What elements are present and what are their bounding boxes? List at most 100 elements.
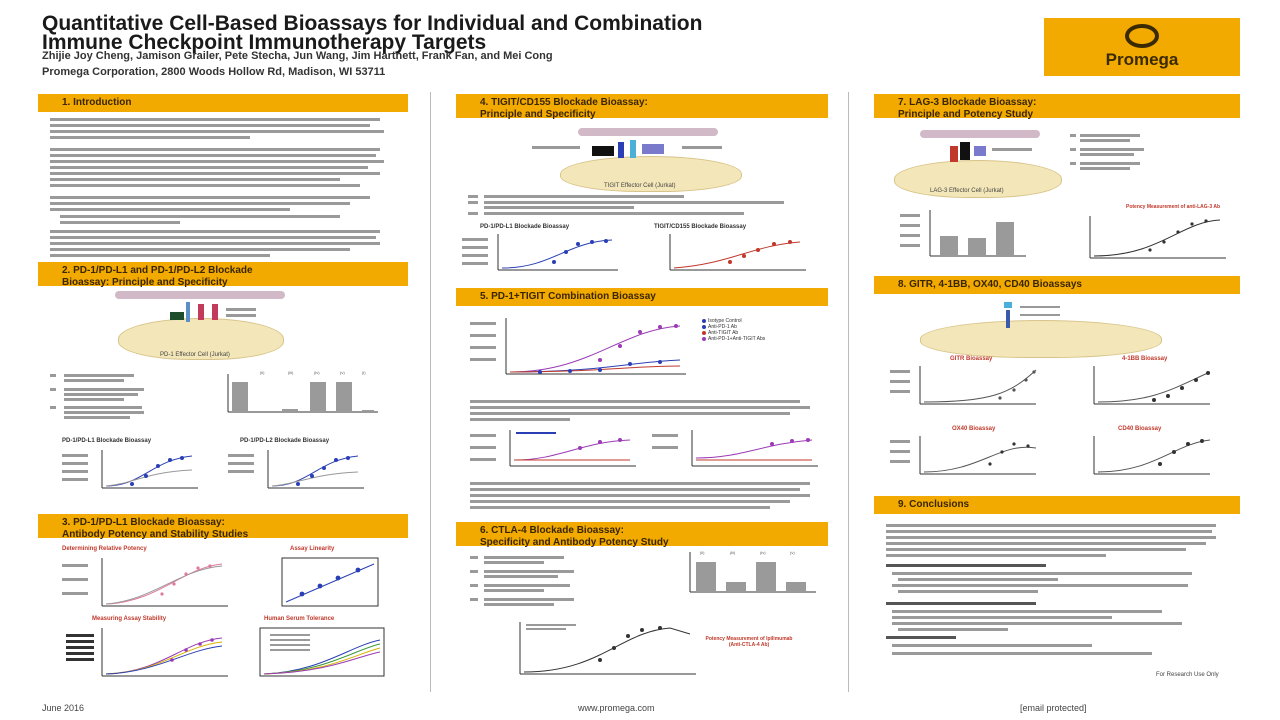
footer-date: June 2016 [42,703,85,713]
section-title-line-2: Principle and Specificity [480,109,596,120]
text-lines [50,118,384,257]
title-line-2: Immune Checkpoint Immunotherapy Targets [42,31,487,54]
footer-email[interactable]: [email protected] [1020,703,1087,713]
combination-bioassay-plot [470,318,686,375]
svg-text:(iii): (iii) [288,370,294,375]
affiliation: Promega Corporation, 2800 Woods Hollow R… [42,66,386,78]
pd1-specificity-bar-chart: (ii) (iii) (iv) (v) (i) [227,370,378,413]
section-title-line-2: Specificity and Antibody Potency Study [480,537,669,548]
section-title-line-2: Principle and Potency Study [898,109,1034,120]
plot-title-ctla4-potency: Potency Measurement of Ipilimumab (Anti-… [705,636,793,648]
antigen-cell-membrane [578,128,718,136]
svg-text:(iv): (iv) [760,550,766,555]
plot-title-gitr: GITR Bioassay [950,356,993,362]
svg-text:(i): (i) [362,370,366,375]
section-title-line-2: Bioassay: Principle and Specificity [62,277,228,288]
tigit-cell-label: TIGIT Effector Cell (Jurkat) [604,183,676,189]
lag3-effector-cell [894,160,1062,198]
section-title-line-1: 3. PD-1/PD-L1 Blockade Bioassay: [62,517,225,528]
combination-plot-2 [470,430,636,467]
plot-title-tigit-pd1: PD-1/PD-L1 Blockade Bioassay [480,224,570,230]
section-title: 9. Conclusions [898,499,970,510]
plot-title-relative-potency: Determining Relative Potency [62,546,147,552]
plot-title-pd1-pdl1: PD-1/PD-L1 Blockade Bioassay [62,438,152,444]
antigen-cell-membrane [920,130,1040,138]
antigen-cell-membrane [115,291,285,299]
promega-logo: Promega [1044,18,1240,76]
conclusions-text [886,524,1216,655]
ctla4-potency-plot [519,622,696,675]
footer-website[interactable]: www.promega.com [578,703,655,713]
tnfr-receptor-diagram [1004,302,1060,328]
section-header-tigit: 4. TIGIT/CD155 Blockade Bioassay: Princi… [456,94,828,120]
section-title: 5. PD-1+TIGIT Combination Bioassay [480,291,656,302]
section-title-line-1: 2. PD-1/PD-L1 and PD-1/PD-L2 Blockade [62,265,253,276]
research-use-note: For Research Use Only [1156,672,1219,678]
pd1-pdl1-dose-response-plot [62,450,198,489]
logo-text: Promega [1105,50,1179,69]
lag3-bar-chart [900,210,1026,257]
plot-title-serum-tolerance: Human Serum Tolerance [264,616,335,622]
section-header-introduction: 1. Introduction [38,94,408,112]
tigit-effector-cell [560,156,742,192]
section-header-pd1-pdl1: 2. PD-1/PD-L1 and PD-1/PD-L2 Blockade Bi… [38,262,408,288]
gitr-plot [890,366,1037,405]
combination-text-2 [470,482,810,509]
promega-logo-icon [1125,24,1159,48]
title-line-1: Quantitative Cell-Based Bioassays for In… [42,12,703,35]
svg-text:(v): (v) [340,370,345,375]
section-title: 1. Introduction [62,97,132,108]
combination-text [470,400,810,421]
ctla4-specificity-bar-chart: (ii) (iii) (iv) (v) [689,550,816,593]
relative-potency-plot [62,558,228,607]
svg-text:(ii): (ii) [700,550,705,555]
receptor-diagram [170,302,256,322]
tnfr-effector-cell [920,320,1162,358]
assay-stability-plot [66,628,228,677]
section-title-line-1: 4. TIGIT/CD155 Blockade Bioassay: [480,97,648,108]
plot-title-cd40: CD40 Bioassay [1118,426,1162,432]
section-header-conclusions: 9. Conclusions [874,496,1240,514]
legend-item: Anti-PD-1+Anti-TIGIT Abs [702,336,765,342]
lag3-receptor-diagram [950,142,1032,162]
legend-text-lines [50,374,144,419]
poster-title: Quantitative Cell-Based Bioassays for In… [42,12,1022,54]
svg-text:(iv): (iv) [314,370,320,375]
plot-title-assay-stability: Measuring Assay Stability [92,616,167,622]
svg-text:(ii): (ii) [260,370,265,375]
ox40-plot [890,436,1037,475]
plot-title-pd1-pdl2: PD-1/PD-L2 Blockade Bioassay [240,438,330,444]
section-header-pd1-potency: 3. PD-1/PD-L1 Blockade Bioassay: Antibod… [38,514,408,540]
svg-text:(iii): (iii) [730,550,736,555]
svg-text:(v): (v) [790,550,795,555]
column-divider [848,92,849,692]
plot-title-assay-linearity: Assay Linearity [290,546,335,552]
combination-legend: Isotype Control Anti-PD-1 Ab Anti-TIGIT … [702,318,765,342]
section-title-line-1: 6. CTLA-4 Blockade Bioassay: [480,525,624,536]
serum-tolerance-plot [259,627,385,677]
tigit-cd155-plot [669,234,806,271]
tigit-legend-text [468,195,784,215]
legend-item: Anti-PD-1 Ab [702,324,765,330]
combination-plot-3 [652,430,818,467]
plot-title-ox40: OX40 Bioassay [952,426,996,432]
plot-title-tigit-cd155: TIGIT/CD155 Blockade Bioassay [654,224,747,230]
authors: Zhijie Joy Cheng, Jamison Grailer, Pete … [42,50,553,62]
section-title: 8. GITR, 4-1BB, OX40, CD40 Bioassays [898,279,1082,290]
lag3-cell-label: LAG-3 Effector Cell (Jurkat) [930,188,1004,194]
pd1-pdl2-dose-response-plot [228,450,364,489]
section-header-lag3: 7. LAG-3 Blockade Bioassay: Principle an… [874,94,1240,120]
section-title-line-1: 7. LAG-3 Blockade Bioassay: [898,97,1037,108]
section-title-line-2: Antibody Potency and Stability Studies [62,529,249,540]
4-1bb-plot [1093,366,1211,405]
section-header-combination: 5. PD-1+TIGIT Combination Bioassay [456,288,828,306]
tigit-pd1-plot [462,234,618,271]
plot-title-4-1bb: 4-1BB Bioassay [1122,356,1168,362]
section-header-gitr: 8. GITR, 4-1BB, OX40, CD40 Bioassays [874,276,1240,294]
column-divider [430,92,431,692]
lag3-legend-text [1070,134,1144,170]
assay-linearity-plot [281,557,379,607]
cd40-plot [1093,436,1211,475]
section-header-ctla4: 6. CTLA-4 Blockade Bioassay: Specificity… [456,522,828,548]
ctla4-legend-text [470,556,574,606]
